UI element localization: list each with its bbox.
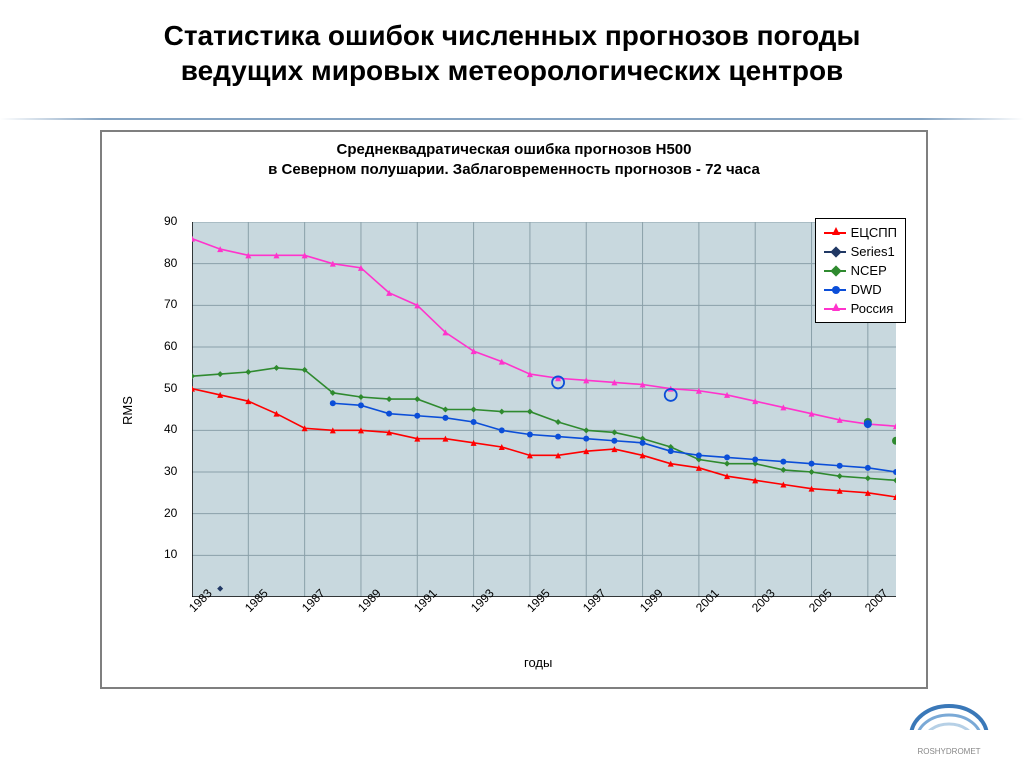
y-tick-label: 30 <box>164 464 177 478</box>
legend-label: ЕЦСПП <box>851 225 897 240</box>
y-tick-label: 50 <box>164 381 177 395</box>
chart-title-line-1: Среднеквадратическая ошибка прогнозов H5… <box>336 141 691 158</box>
series-ЕЦСПП <box>192 386 896 500</box>
plot-area <box>192 222 896 597</box>
legend-item: NCEP <box>824 261 897 280</box>
y-tick-label: 20 <box>164 506 177 520</box>
legend-item: Series1 <box>824 242 897 261</box>
legend-label: NCEP <box>851 263 887 278</box>
svg-text:ROSHYDROMET: ROSHYDROMET <box>917 747 980 756</box>
title-divider <box>0 118 1024 120</box>
legend-item: ЕЦСПП <box>824 223 897 242</box>
title-line-1: Статистика ошибок численных прогнозов по… <box>164 20 861 51</box>
legend-item: Россия <box>824 299 897 318</box>
annotation-end-circle <box>892 437 896 445</box>
series-Россия <box>192 236 896 430</box>
chart-container: Среднеквадратическая ошибка прогнозов H5… <box>100 130 928 689</box>
roshydromet-logo: ROSHYDROMET <box>904 688 994 758</box>
y-tick-label: 10 <box>164 547 177 561</box>
y-tick-label: 80 <box>164 256 177 270</box>
chart-title-line-2: в Северном полушарии. Заблаговременность… <box>268 161 760 178</box>
series-Series1 <box>217 586 223 592</box>
slide-title: Статистика ошибок численных прогнозов по… <box>0 18 1024 88</box>
y-tick-label: 70 <box>164 297 177 311</box>
x-tick-label: 1983 <box>186 586 215 615</box>
y-axis-label: RMS <box>120 396 135 425</box>
x-axis-label: годы <box>524 655 552 670</box>
title-line-2: ведущих мировых метеорологических центро… <box>181 55 844 86</box>
legend: ЕЦСПП Series1 NCEP DWD Россия <box>815 218 906 323</box>
chart-svg <box>192 222 896 597</box>
y-tick-label: 90 <box>164 214 177 228</box>
legend-label: Россия <box>851 301 894 316</box>
y-tick-label: 60 <box>164 339 177 353</box>
legend-label: DWD <box>851 282 882 297</box>
y-tick-label: 40 <box>164 422 177 436</box>
chart-title: Среднеквадратическая ошибка прогнозов H5… <box>102 140 926 181</box>
legend-item: DWD <box>824 280 897 299</box>
legend-label: Series1 <box>851 244 895 259</box>
annotation-end-circle <box>864 420 872 428</box>
